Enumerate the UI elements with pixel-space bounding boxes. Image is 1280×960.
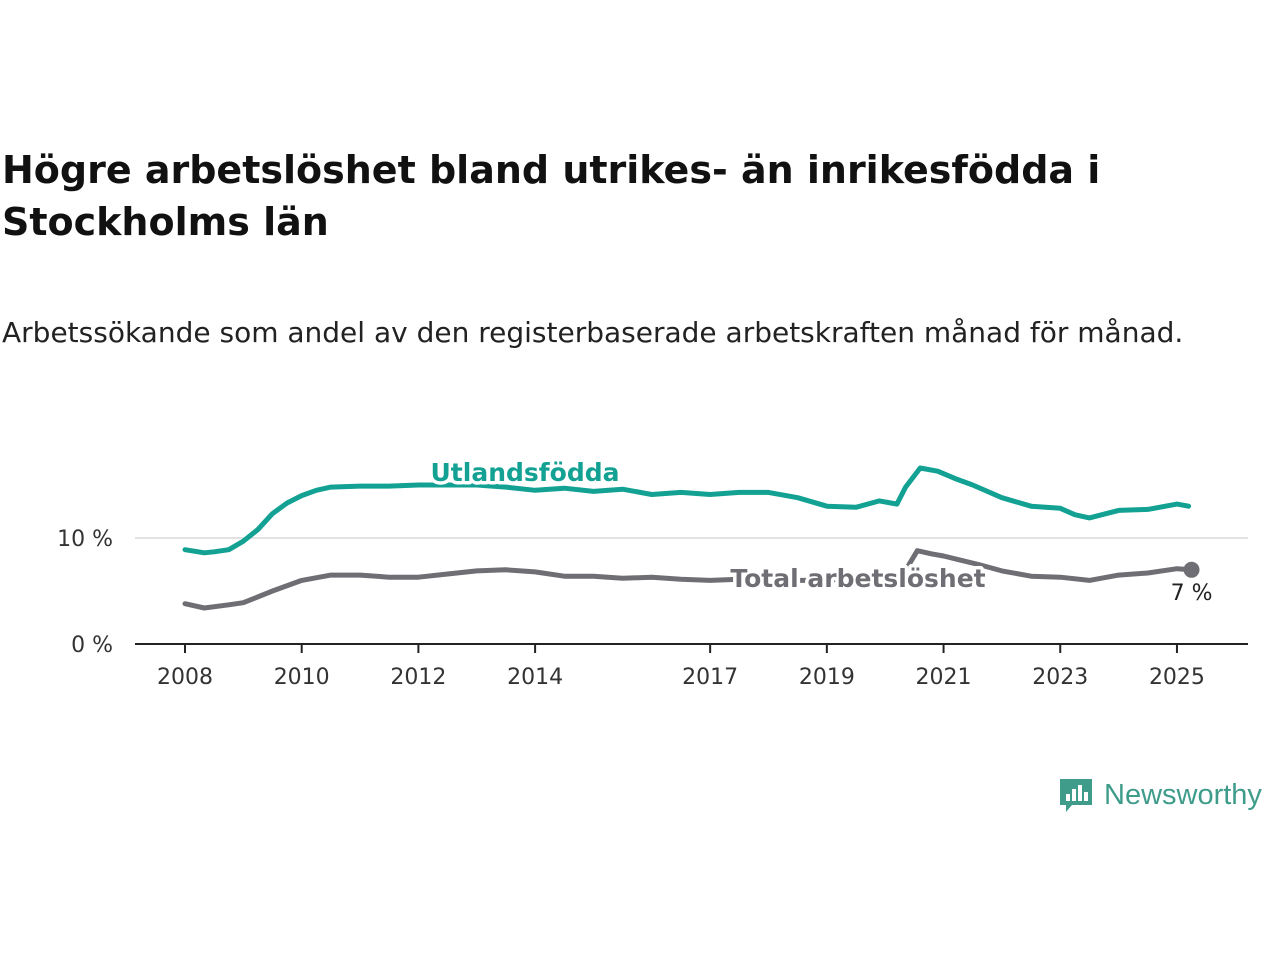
chart-subtitle: Arbetssökande som andel av den registerb… — [2, 316, 1184, 349]
x-tick-label: 2012 — [390, 665, 446, 690]
series-label-total: Total arbetslöshet — [730, 564, 985, 593]
series-labels: Utlandsfödda Total arbetslöshet 7 % — [427, 455, 1213, 606]
x-tick-label: 2021 — [916, 665, 972, 690]
brand-name: Newsworthy — [1104, 778, 1262, 811]
newsworthy-logo-icon — [1060, 779, 1092, 812]
x-axis: 2008 2010 2012 2014 2017 2019 2021 2023 2025 — [135, 643, 1248, 690]
series-label-utlandsfodda: Utlandsfödda — [431, 458, 620, 487]
series-line-total — [182, 548, 1194, 611]
chart-title: Högre arbetslöshet bland utrikes- än inr… — [2, 148, 1101, 244]
line-chart: 0 % 10 % 2008 2010 2012 2014 2017 2019 2021 2023… — [57, 455, 1248, 690]
x-tick-label: 2023 — [1032, 665, 1088, 690]
series-line-utlandsfodda — [182, 465, 1192, 556]
y-axis-ticks: 0 % 10 % — [57, 527, 113, 658]
series-lines — [182, 465, 1194, 611]
newsworthy-brand[interactable]: Newsworthy — [1058, 772, 1262, 818]
end-value-label: 7 % — [1171, 581, 1213, 606]
x-tick-label: 2014 — [507, 665, 563, 690]
x-tick-label: 2019 — [799, 665, 855, 690]
y-tick-label: 10 % — [57, 527, 113, 552]
x-tick-label: 2008 — [157, 665, 213, 690]
x-tick-label: 2017 — [682, 665, 738, 690]
end-point-marker — [1183, 561, 1200, 578]
x-tick-label: 2010 — [274, 665, 330, 690]
x-tick-label: 2025 — [1149, 665, 1205, 690]
y-tick-label: 0 % — [71, 633, 113, 658]
